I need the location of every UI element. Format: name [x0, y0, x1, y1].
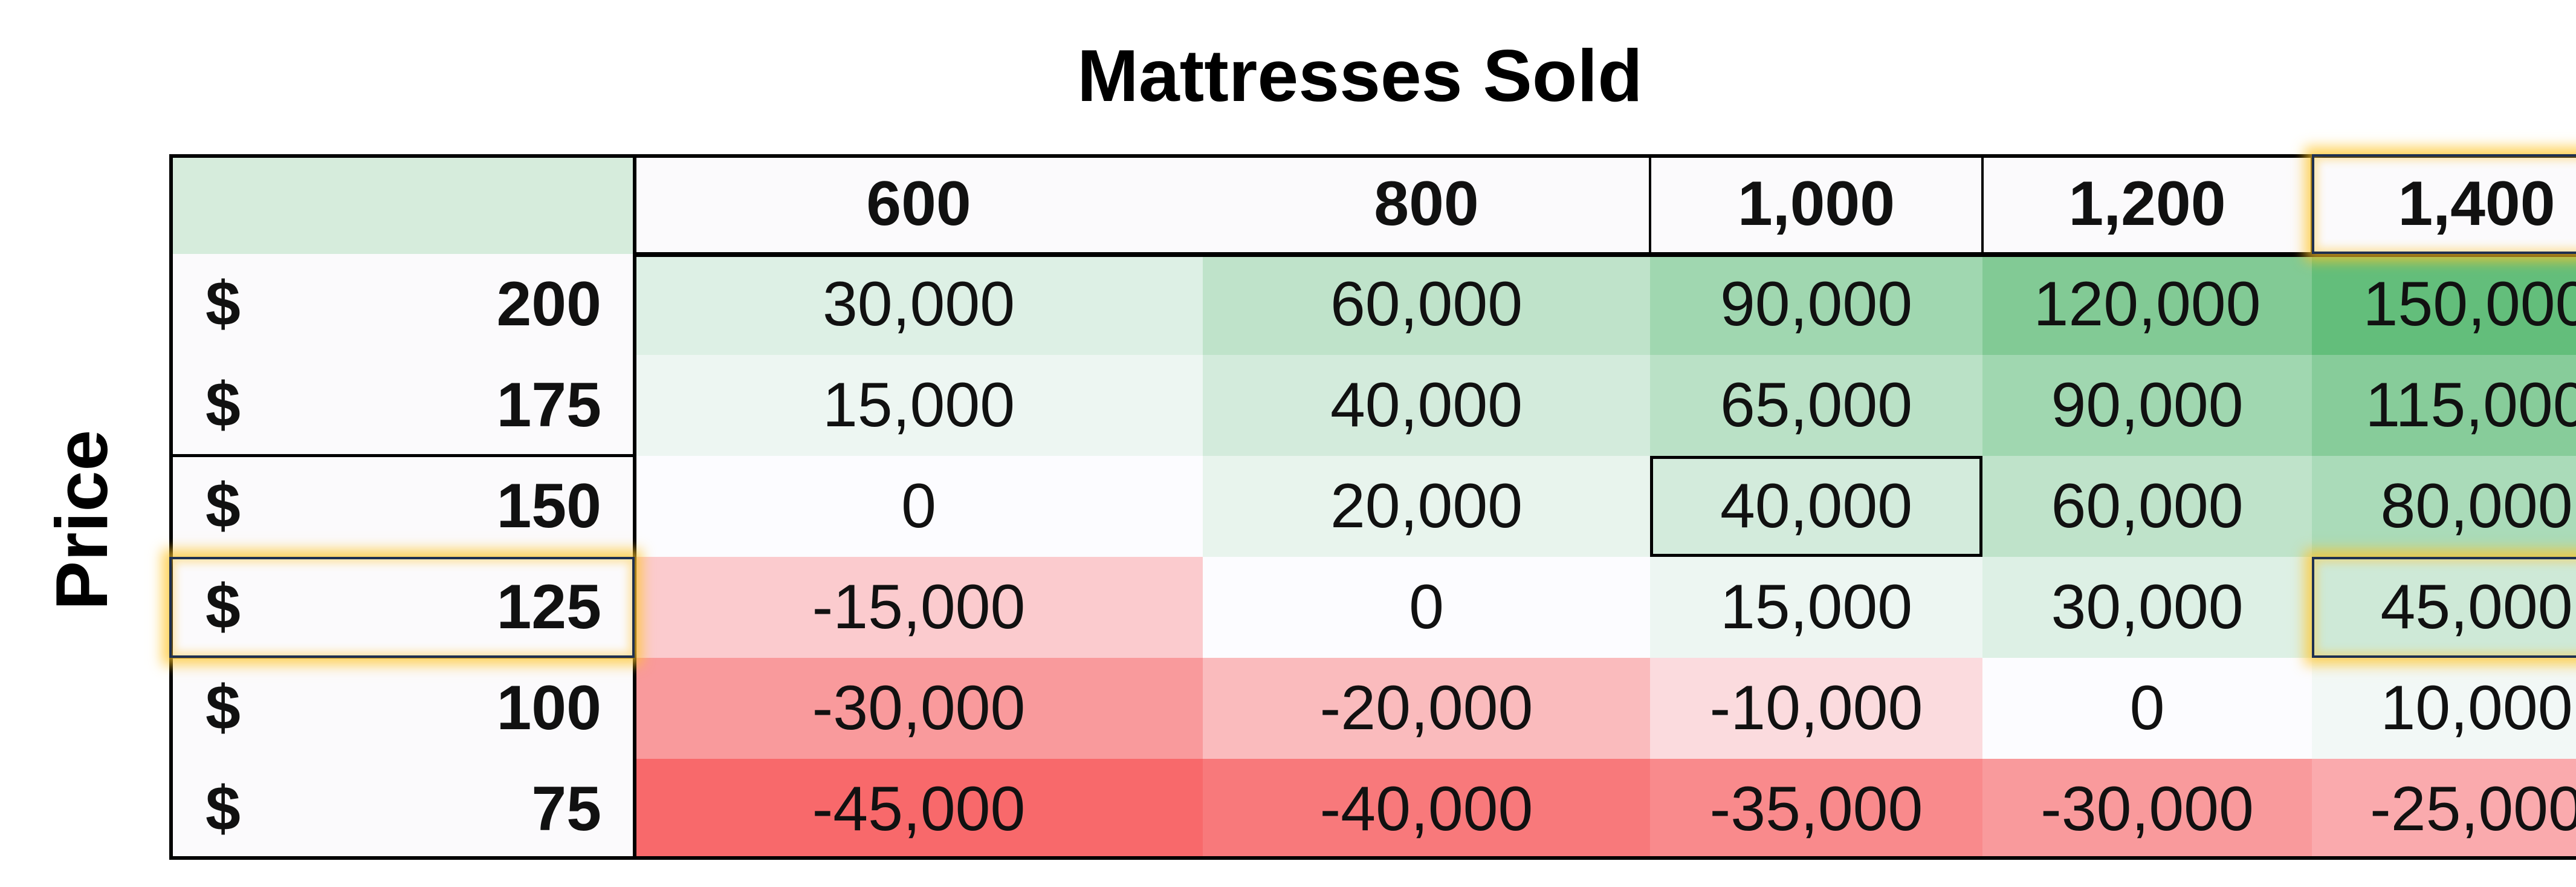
heatmap-cell: -15,000: [635, 557, 1203, 658]
currency-symbol: $: [205, 673, 241, 743]
column-header: 1,000: [1650, 154, 1982, 254]
header-divider: [635, 252, 2576, 257]
row-label: $175: [169, 355, 635, 456]
heatmap-cell: -35,000: [1650, 759, 1982, 860]
heatmap-cell: 0: [1982, 658, 2312, 759]
chart-title: Mattresses Sold: [1077, 34, 1643, 117]
heatmap-cell: -45,000: [635, 759, 1203, 860]
heatmap-cell: 0: [635, 456, 1203, 557]
row-label: $100: [169, 658, 635, 759]
heatmap-cell: 10,000: [2312, 658, 2576, 759]
price-value: 75: [531, 774, 601, 844]
heatmap-cell: 0: [1203, 557, 1650, 658]
heatmap-cell: 90,000: [1982, 355, 2312, 456]
heatmap-cell: 90,000: [1650, 254, 1982, 355]
heatmap-cell: 40,000: [1203, 355, 1650, 456]
heatmap-cell: 40,000: [1650, 456, 1982, 557]
price-value: 150: [496, 471, 601, 541]
currency-symbol: $: [205, 269, 241, 339]
heatmap-cell: 30,000: [1982, 557, 2312, 658]
heatmap-cell: 20,000: [1203, 456, 1650, 557]
row-label: $125: [169, 557, 635, 658]
column-header: 1,200: [1982, 154, 2312, 254]
heatmap-cell: -25,000: [2312, 759, 2576, 860]
heatmap-cell: 80,000: [2312, 456, 2576, 557]
outlined-cell-border: [1650, 456, 1982, 557]
heatmap-cell: 60,000: [1982, 456, 2312, 557]
heatmap-cell: -10,000: [1650, 658, 1982, 759]
y-axis-label: Price: [40, 429, 123, 611]
heatmap-cell: 65,000: [1650, 355, 1982, 456]
heatmap-cell: 15,000: [1650, 557, 1982, 658]
heatmap-cell: -40,000: [1203, 759, 1650, 860]
label-divider: [633, 154, 636, 860]
currency-symbol: $: [205, 572, 241, 642]
heatmap-cell: 115,000: [2312, 355, 2576, 456]
table-border-bottom: [169, 856, 2576, 860]
heatmap-cell: 150,000: [2312, 254, 2576, 355]
heatmap-cell: 45,000: [2312, 557, 2576, 658]
corner-cell: [169, 154, 635, 254]
heatmap-cell: -30,000: [635, 658, 1203, 759]
price-value: 125: [496, 572, 601, 642]
column-header: 600: [635, 154, 1203, 254]
currency-symbol: $: [205, 774, 241, 844]
header-cell-divider: [1981, 154, 1984, 254]
row-label: $75: [169, 759, 635, 860]
heatmap-cell: 30,000: [635, 254, 1203, 355]
table-border-top: [169, 154, 2576, 158]
price-value: 175: [496, 370, 601, 440]
table-border-left: [169, 154, 173, 860]
currency-symbol: $: [205, 471, 241, 541]
row-label-divider: [169, 657, 635, 658]
price-value: 100: [496, 673, 601, 743]
heatmap-cell: -30,000: [1982, 759, 2312, 860]
column-header: 1,400: [2312, 154, 2576, 254]
row-label: $150: [169, 456, 635, 557]
heatmap-cell: 60,000: [1203, 254, 1650, 355]
currency-symbol: $: [205, 370, 241, 440]
heatmap-table: 600 800 1,000 1,200 1,400 $200 30,000 60,000 90,…: [169, 154, 2576, 862]
header-cell-divider: [2311, 154, 2313, 254]
header-cell-divider: [1649, 154, 1651, 254]
price-value: 200: [496, 269, 601, 339]
heatmap-cell: 120,000: [1982, 254, 2312, 355]
row-label: $200: [169, 254, 635, 355]
heatmap-cell: 15,000: [635, 355, 1203, 456]
row-label-divider: [169, 454, 635, 457]
heatmap-cell: -20,000: [1203, 658, 1650, 759]
column-header: 800: [1203, 154, 1650, 254]
